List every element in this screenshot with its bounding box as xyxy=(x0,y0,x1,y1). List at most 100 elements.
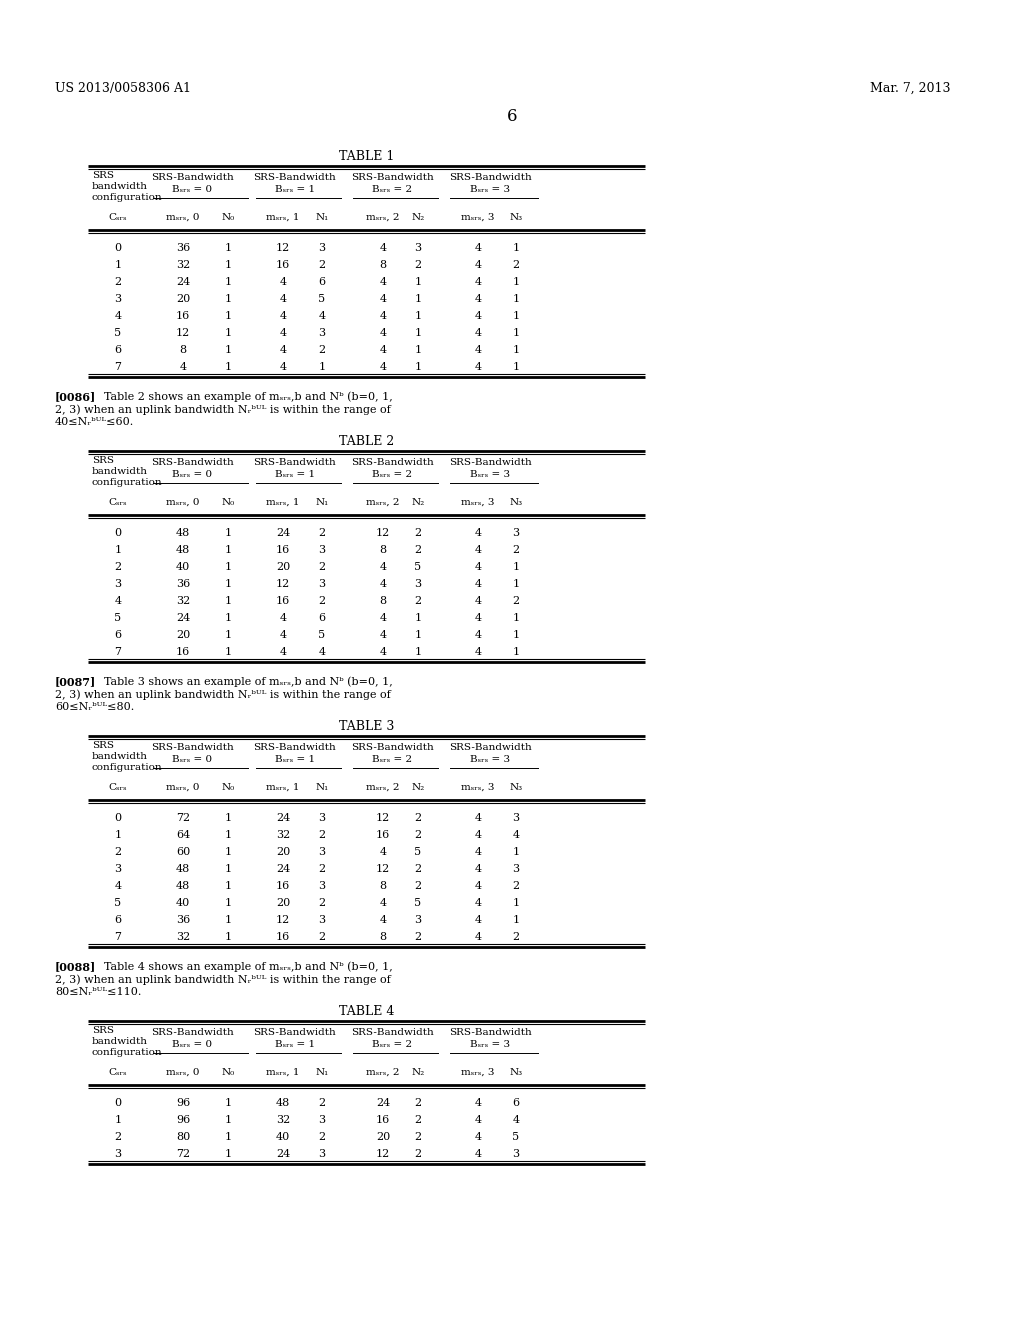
Text: 2: 2 xyxy=(318,830,326,840)
Text: mₛᵣₛ, 2: mₛᵣₛ, 2 xyxy=(367,213,399,222)
Text: SRS-Bandwidth: SRS-Bandwidth xyxy=(151,1028,233,1038)
Text: SRS-Bandwidth: SRS-Bandwidth xyxy=(254,1028,336,1038)
Text: 8: 8 xyxy=(380,545,387,554)
Text: 16: 16 xyxy=(275,260,290,271)
Text: 1: 1 xyxy=(224,865,231,874)
Text: 2: 2 xyxy=(318,865,326,874)
Text: 1: 1 xyxy=(224,1098,231,1107)
Text: 48: 48 xyxy=(176,865,190,874)
Text: 2: 2 xyxy=(318,562,326,572)
Text: 4: 4 xyxy=(318,647,326,657)
Text: 1: 1 xyxy=(512,345,519,355)
Text: 96: 96 xyxy=(176,1098,190,1107)
Text: 3: 3 xyxy=(318,327,326,338)
Text: 1: 1 xyxy=(224,597,231,606)
Text: N₁: N₁ xyxy=(315,783,329,792)
Text: 3: 3 xyxy=(318,1148,326,1159)
Text: 1: 1 xyxy=(224,630,231,640)
Text: 3: 3 xyxy=(415,579,422,589)
Text: 2: 2 xyxy=(115,562,122,572)
Text: 2: 2 xyxy=(415,880,422,891)
Text: bandwidth: bandwidth xyxy=(92,182,148,191)
Text: 6: 6 xyxy=(115,915,122,925)
Text: 4: 4 xyxy=(474,847,481,857)
Text: 2: 2 xyxy=(415,1098,422,1107)
Text: 12: 12 xyxy=(376,813,390,822)
Text: 8: 8 xyxy=(380,880,387,891)
Text: 1: 1 xyxy=(415,294,422,304)
Text: 2: 2 xyxy=(415,597,422,606)
Text: N₃: N₃ xyxy=(509,498,522,507)
Text: 3: 3 xyxy=(318,880,326,891)
Text: 2, 3) when an uplink bandwidth Nᵣᵇᵁᴸ is within the range of: 2, 3) when an uplink bandwidth Nᵣᵇᵁᴸ is … xyxy=(55,689,391,700)
Text: SRS-Bandwidth: SRS-Bandwidth xyxy=(449,173,531,182)
Text: Bₛᵣₛ = 1: Bₛᵣₛ = 1 xyxy=(274,755,315,764)
Text: 4: 4 xyxy=(474,528,481,539)
Text: 4: 4 xyxy=(280,327,287,338)
Text: 2: 2 xyxy=(318,528,326,539)
Text: 1: 1 xyxy=(224,277,231,286)
Text: mₛᵣₛ, 3: mₛᵣₛ, 3 xyxy=(461,783,495,792)
Text: 36: 36 xyxy=(176,243,190,253)
Text: 4: 4 xyxy=(280,362,287,372)
Text: 4: 4 xyxy=(474,545,481,554)
Text: 2: 2 xyxy=(318,260,326,271)
Text: mₛᵣₛ, 1: mₛᵣₛ, 1 xyxy=(266,498,300,507)
Text: N₂: N₂ xyxy=(412,1068,425,1077)
Text: 1: 1 xyxy=(224,362,231,372)
Text: mₛᵣₛ, 1: mₛᵣₛ, 1 xyxy=(266,213,300,222)
Text: 2: 2 xyxy=(415,865,422,874)
Text: 4: 4 xyxy=(474,865,481,874)
Text: TABLE 1: TABLE 1 xyxy=(339,150,394,162)
Text: Table 3 shows an example of mₛᵣₛ,b and Nᵇ (b=0, 1,: Table 3 shows an example of mₛᵣₛ,b and N… xyxy=(97,676,393,686)
Text: 2: 2 xyxy=(318,1098,326,1107)
Text: 1: 1 xyxy=(512,277,519,286)
Text: 0: 0 xyxy=(115,1098,122,1107)
Text: Bₛᵣₛ = 1: Bₛᵣₛ = 1 xyxy=(274,1040,315,1049)
Text: Bₛᵣₛ = 3: Bₛᵣₛ = 3 xyxy=(470,1040,510,1049)
Text: 4: 4 xyxy=(115,597,122,606)
Text: 1: 1 xyxy=(224,830,231,840)
Text: 4: 4 xyxy=(474,647,481,657)
Text: 40: 40 xyxy=(275,1133,290,1142)
Text: Bₛᵣₛ = 2: Bₛᵣₛ = 2 xyxy=(372,185,412,194)
Text: 6: 6 xyxy=(512,1098,519,1107)
Text: N₀: N₀ xyxy=(221,1068,234,1077)
Text: 1: 1 xyxy=(224,847,231,857)
Text: SRS-Bandwidth: SRS-Bandwidth xyxy=(254,458,336,467)
Text: 2: 2 xyxy=(512,597,519,606)
Text: 4: 4 xyxy=(380,345,387,355)
Text: 1: 1 xyxy=(224,1115,231,1125)
Text: 2: 2 xyxy=(318,597,326,606)
Text: 2: 2 xyxy=(115,277,122,286)
Text: 12: 12 xyxy=(275,915,290,925)
Text: configuration: configuration xyxy=(92,193,163,202)
Text: 4: 4 xyxy=(474,1098,481,1107)
Text: 48: 48 xyxy=(275,1098,290,1107)
Text: 4: 4 xyxy=(512,830,519,840)
Text: 4: 4 xyxy=(474,915,481,925)
Text: SRS-Bandwidth: SRS-Bandwidth xyxy=(449,458,531,467)
Text: SRS-Bandwidth: SRS-Bandwidth xyxy=(350,1028,433,1038)
Text: 1: 1 xyxy=(415,647,422,657)
Text: 4: 4 xyxy=(474,612,481,623)
Text: 1: 1 xyxy=(415,345,422,355)
Text: SRS-Bandwidth: SRS-Bandwidth xyxy=(350,173,433,182)
Text: 2: 2 xyxy=(415,813,422,822)
Text: N₃: N₃ xyxy=(509,1068,522,1077)
Text: 4: 4 xyxy=(280,277,287,286)
Text: 4: 4 xyxy=(474,312,481,321)
Text: 1: 1 xyxy=(224,898,231,908)
Text: Cₛᵣₛ: Cₛᵣₛ xyxy=(109,498,127,507)
Text: 48: 48 xyxy=(176,880,190,891)
Text: 4: 4 xyxy=(280,630,287,640)
Text: SRS: SRS xyxy=(92,455,114,465)
Text: 1: 1 xyxy=(512,915,519,925)
Text: 4: 4 xyxy=(474,277,481,286)
Text: 8: 8 xyxy=(179,345,186,355)
Text: bandwidth: bandwidth xyxy=(92,1038,148,1045)
Text: [0087]: [0087] xyxy=(55,676,96,686)
Text: 16: 16 xyxy=(376,1115,390,1125)
Text: 4: 4 xyxy=(474,597,481,606)
Text: 2: 2 xyxy=(115,1133,122,1142)
